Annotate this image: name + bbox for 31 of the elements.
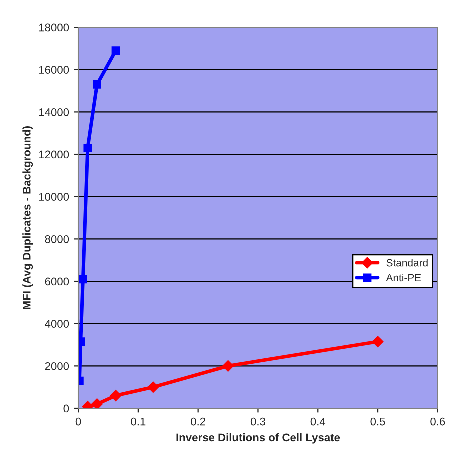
point (79, 275, 88, 284)
x-tick-label: 0.2 (191, 418, 206, 426)
y-axis-title: MFI (Avg Duplicates - Background) (22, 126, 34, 310)
x-tick-label: 0.5 (370, 418, 386, 426)
legend-label: Anti-PE (386, 274, 422, 282)
x-tick-label: 0.4 (310, 418, 326, 426)
x-tick-label: 0.3 (250, 418, 266, 426)
x-tick-label: 0.6 (430, 418, 446, 426)
point (110, 390, 122, 402)
y-tick-label: 0 (64, 404, 70, 413)
point (92, 398, 103, 409)
x-tick-label: 0 (76, 418, 82, 426)
point (84, 144, 92, 152)
point (112, 46, 120, 55)
y-tick-label: 12000 (39, 150, 70, 159)
y-tick-label: 10000 (39, 193, 70, 201)
y-tick-label: 16000 (39, 66, 70, 74)
point (222, 360, 234, 372)
point (93, 80, 102, 89)
point (78, 338, 86, 346)
y-tick-label: 6000 (45, 278, 70, 286)
point (372, 336, 384, 348)
x-axis-title: Inverse Dilutions of Cell Lysate (176, 433, 340, 444)
y-tick-label: 2000 (45, 362, 70, 370)
y-tick-label: 14000 (39, 108, 70, 116)
point (148, 382, 160, 393)
legend-label: Standard (386, 259, 428, 267)
y-tick-label: 18000 (39, 24, 70, 32)
y-tick-label: 4000 (45, 320, 70, 328)
y-tick-label: 8000 (45, 235, 70, 244)
x-tick-label: 0.1 (131, 418, 146, 426)
